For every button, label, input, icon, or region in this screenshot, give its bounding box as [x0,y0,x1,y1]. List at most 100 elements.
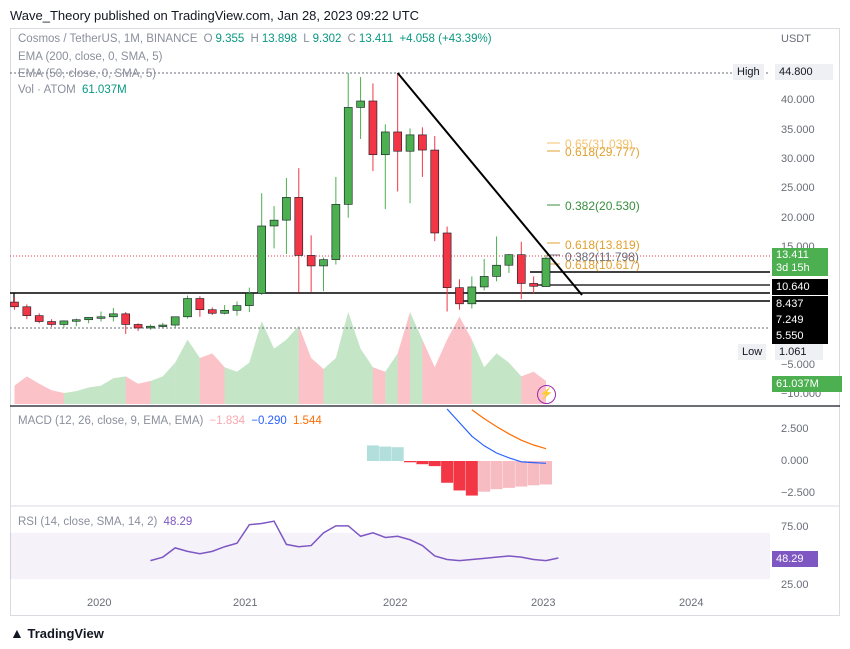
high-tag-label: High [733,64,764,80]
fib-label: 0.618(10.617) [565,258,640,272]
volume-area [101,378,114,404]
tradingview-logo[interactable]: ▲ TradingView [10,625,104,641]
volume-area [471,339,485,404]
time-tick: 2022 [383,597,408,609]
macd-histogram-bar [366,445,379,461]
volume-area [14,376,27,404]
volume-area [410,312,423,404]
macd-histogram-bar [453,461,466,491]
open-value: 9.355 [215,33,245,45]
candle-body [319,259,328,267]
close-value: 13.411 [358,33,394,45]
candle-body [541,257,551,287]
candle-body [121,313,131,325]
publish-header: Wave_Theory published on TradingView.com… [10,8,420,23]
rsi-line [150,520,559,562]
price-tick: 35.000 [781,124,815,136]
candle-body [269,219,279,227]
price-tick: 30.000 [781,153,815,165]
candle-body [405,134,415,152]
macd-legend: MACD (12, 26, close, 9, EMA, EMA) −1.834… [18,415,325,427]
rsi-tick: 25.00 [781,579,809,591]
event-icon[interactable]: ⚡ [537,385,556,404]
candle-body [109,313,118,318]
volume-area [162,362,176,404]
current-price-value: 13.411 [776,249,809,261]
volume-area [434,339,448,404]
volume-area [125,376,139,404]
candle-body [220,310,229,314]
low-tag-label: Low [738,344,767,360]
candle-body [183,298,192,318]
volume-area [88,385,101,404]
candle-body [207,309,217,314]
currency-label: USDT [781,33,811,45]
volume-area [508,362,522,404]
candle-body [393,131,402,152]
macd-tick: −2.500 [781,487,815,499]
volume-area [150,376,163,404]
volume-area [372,367,386,404]
candle-body [232,305,242,311]
macd-histogram-bar [515,461,528,487]
fib-label: 0.382(11.798) [565,250,639,264]
candle-body [455,287,464,305]
candle-body [22,306,32,316]
volume-area [261,321,275,404]
level-tag: 8.437 [772,296,828,312]
volume-tag: 61.037M [772,376,842,392]
volume-area [26,376,40,404]
volume-area [113,376,126,404]
candle-body [96,316,106,319]
time-tick: 2024 [679,597,704,609]
fib-label: 0.65(31.039) [565,137,634,151]
candle-body [170,316,180,326]
rsi-label: RSI (14, close, SMA, 14, 2) [18,516,158,528]
volume-area [496,353,509,404]
low-value: 9.302 [312,33,342,45]
downtrend-line [396,72,583,296]
chart-frame [10,28,840,616]
volume-area [175,339,188,404]
price-tick: 25.000 [781,182,815,194]
price-tick: 40.000 [781,94,815,106]
rsi-value-tag: 48.29 [772,551,818,567]
volume-area [138,381,151,404]
candle-body [529,283,538,287]
high-label: H [250,33,259,45]
high-value: 13.898 [261,33,298,45]
volume-area [397,312,411,404]
macd-signal-line [471,409,547,450]
volume-area [385,353,398,404]
volume-area [224,367,237,404]
volume-area [187,339,200,404]
low-label: L [303,33,310,45]
brand-name: TradingView [27,626,104,641]
fib-label: 0.618(13.819) [565,238,640,252]
candle-body [504,254,514,266]
macd-histogram-bar [441,461,454,483]
volume-area [274,339,287,404]
volume-area [286,325,299,404]
volume-area [236,362,250,404]
volume-area [348,312,361,404]
macd-hist-value: −1.834 [209,415,246,427]
time-tick: 2021 [233,597,258,609]
candle-body [195,298,205,311]
candle-body [492,264,501,277]
candle-body [467,286,477,305]
macd-histogram-bar [527,461,540,486]
candle-body [294,197,304,256]
volume-legend: Vol · ATOM 61.037M [18,84,130,96]
volume-area [422,339,435,404]
volume-area [323,358,336,404]
current-price-tag: 13.411 3d 15h [772,248,828,276]
change-value: +4.058 (+43.39%) [399,33,492,45]
candle-body [71,319,81,322]
volume-area [360,348,373,404]
volume-area [335,312,349,404]
macd-histogram-bar [502,461,515,488]
macd-label: MACD (12, 26, close, 9, EMA, EMA) [18,415,204,427]
